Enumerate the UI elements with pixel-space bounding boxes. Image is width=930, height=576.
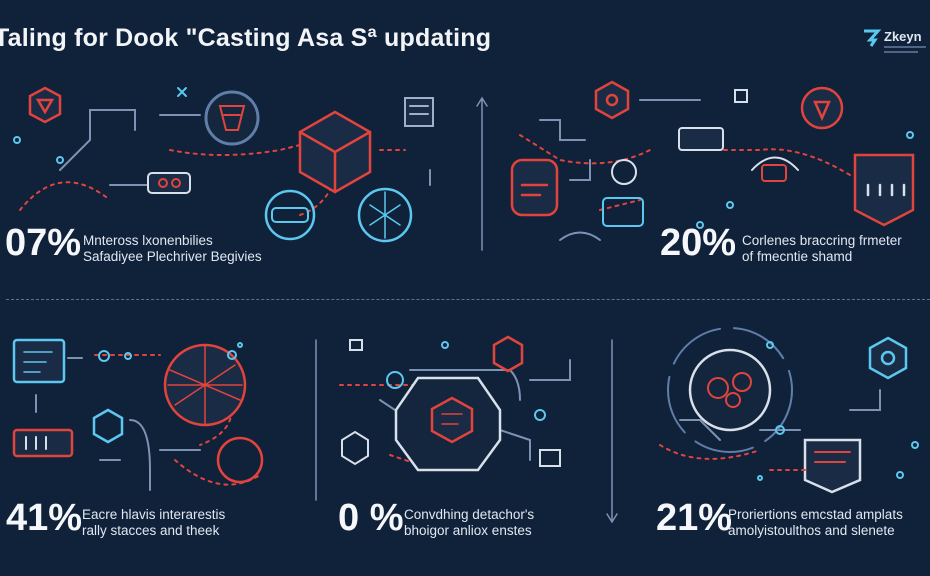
router-icon bbox=[264, 189, 316, 241]
server-icon bbox=[404, 97, 434, 127]
cube-icon bbox=[298, 110, 372, 194]
globe-network-icon bbox=[357, 187, 413, 243]
chip-icon bbox=[147, 172, 191, 194]
hexagon-icon bbox=[430, 396, 474, 444]
stat-line-1: Eacre hlavis interarestis bbox=[82, 507, 226, 522]
logo-mark-icon bbox=[864, 29, 882, 47]
key-icon bbox=[800, 86, 844, 130]
stat-line-2: Safadiyee Plechriver Begivies bbox=[83, 249, 262, 264]
lock-icon bbox=[602, 159, 644, 227]
stat-line-1: Mnteross lxonenbilies bbox=[83, 233, 213, 248]
stat-percentage: 20% bbox=[660, 222, 737, 264]
monitor-icon bbox=[803, 438, 862, 494]
router-icon bbox=[216, 436, 264, 484]
stat-percentage: 07% bbox=[5, 222, 82, 264]
stat-line-2: bhoigor anliox enstes bbox=[404, 523, 532, 538]
stat-percentage: 21% bbox=[656, 497, 733, 539]
server-icon bbox=[853, 153, 915, 227]
stat-line-1: Convdhing detachor's bbox=[404, 507, 535, 522]
section-divider bbox=[6, 299, 930, 300]
gear-icon bbox=[594, 80, 630, 120]
lock-icon bbox=[341, 339, 561, 467]
chip-icon bbox=[12, 428, 74, 458]
stat-percentage: 0 % bbox=[338, 497, 404, 539]
stat-percentage: 41% bbox=[6, 497, 83, 539]
stat-line-2: rally stacces and theek bbox=[82, 523, 220, 538]
stat-line-1: Proriertions emcstad amplats bbox=[728, 507, 903, 522]
monitor-icon bbox=[12, 338, 66, 384]
logo-text: Zkeyn bbox=[884, 29, 922, 44]
hexagon-icon bbox=[868, 336, 908, 380]
page-title: Taling for Dook "Casting Asa Sª updating bbox=[0, 24, 492, 52]
brand-logo: Zkeyn bbox=[862, 28, 930, 64]
monitor-icon bbox=[510, 158, 559, 217]
globe-network-icon bbox=[667, 327, 793, 453]
stat-line-1: Corlenes braccring frmeter bbox=[742, 233, 902, 248]
stat-line-2: amolyistoulthos and slenete bbox=[728, 523, 895, 538]
shield-icon bbox=[92, 408, 124, 444]
shield-icon bbox=[204, 90, 260, 146]
hexagon-icon bbox=[28, 86, 62, 124]
stat-line-2: of fmecntie shamd bbox=[742, 249, 853, 264]
server-icon bbox=[492, 335, 524, 373]
globe-network-icon bbox=[163, 343, 247, 427]
